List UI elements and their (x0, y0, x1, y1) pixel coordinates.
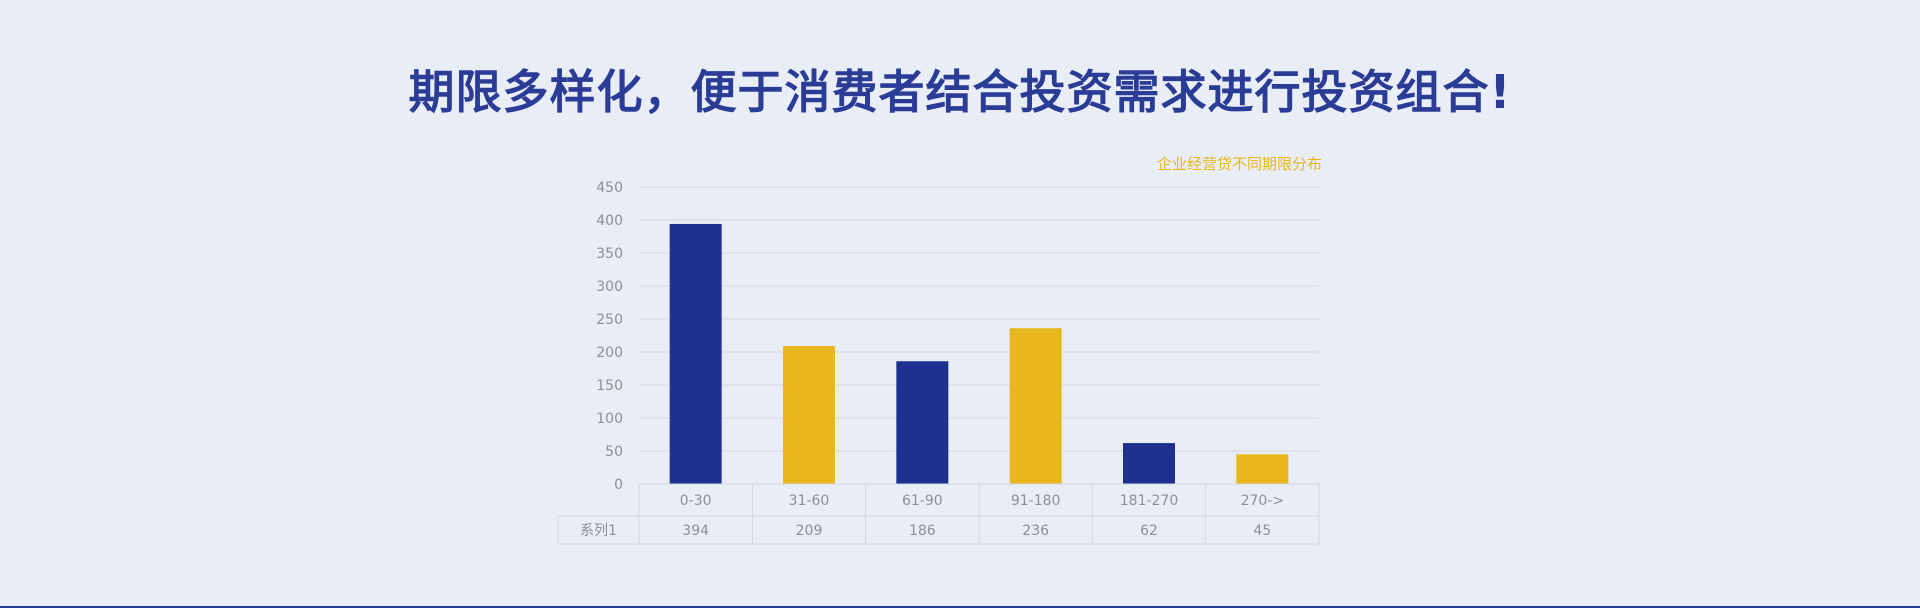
y-tick-label: 200 (596, 345, 623, 361)
y-tick-label: 100 (596, 411, 623, 427)
series-label: 系列1 (580, 523, 617, 539)
bar (783, 346, 835, 484)
data-table-value: 236 (1022, 523, 1049, 539)
bar (1236, 454, 1289, 484)
page-headline: 期限多样化，便于消费者结合投资需求进行投资组合! (408, 65, 1512, 119)
y-tick-label: 400 (596, 213, 623, 229)
x-tick-label: 31-60 (789, 493, 830, 509)
y-tick-label: 150 (596, 378, 623, 394)
data-table-value: 62 (1140, 523, 1158, 539)
data-table-value: 209 (796, 523, 823, 539)
x-tick-label: 61-90 (902, 493, 943, 509)
bar (1123, 443, 1175, 484)
x-tick-label: 91-180 (1011, 493, 1061, 509)
x-tick-label: 270-> (1241, 493, 1285, 509)
y-tick-label: 0 (614, 477, 623, 493)
bottom-divider (0, 606, 1920, 608)
bar (896, 361, 949, 484)
y-tick-label: 450 (596, 180, 623, 196)
data-table-value: 394 (682, 523, 709, 539)
chart-title: 企业经营贷不同期限分布 (1157, 155, 1322, 173)
y-tick-label: 300 (596, 279, 623, 295)
y-tick-label: 250 (596, 312, 623, 328)
x-tick-label: 0-30 (680, 493, 712, 509)
y-tick-label: 50 (605, 444, 623, 460)
x-tick-label: 181-270 (1120, 493, 1179, 509)
data-table-value: 45 (1253, 523, 1271, 539)
data-table-value: 186 (909, 523, 936, 539)
y-tick-label: 350 (596, 246, 623, 262)
bar (1009, 328, 1062, 484)
bar (669, 223, 722, 484)
